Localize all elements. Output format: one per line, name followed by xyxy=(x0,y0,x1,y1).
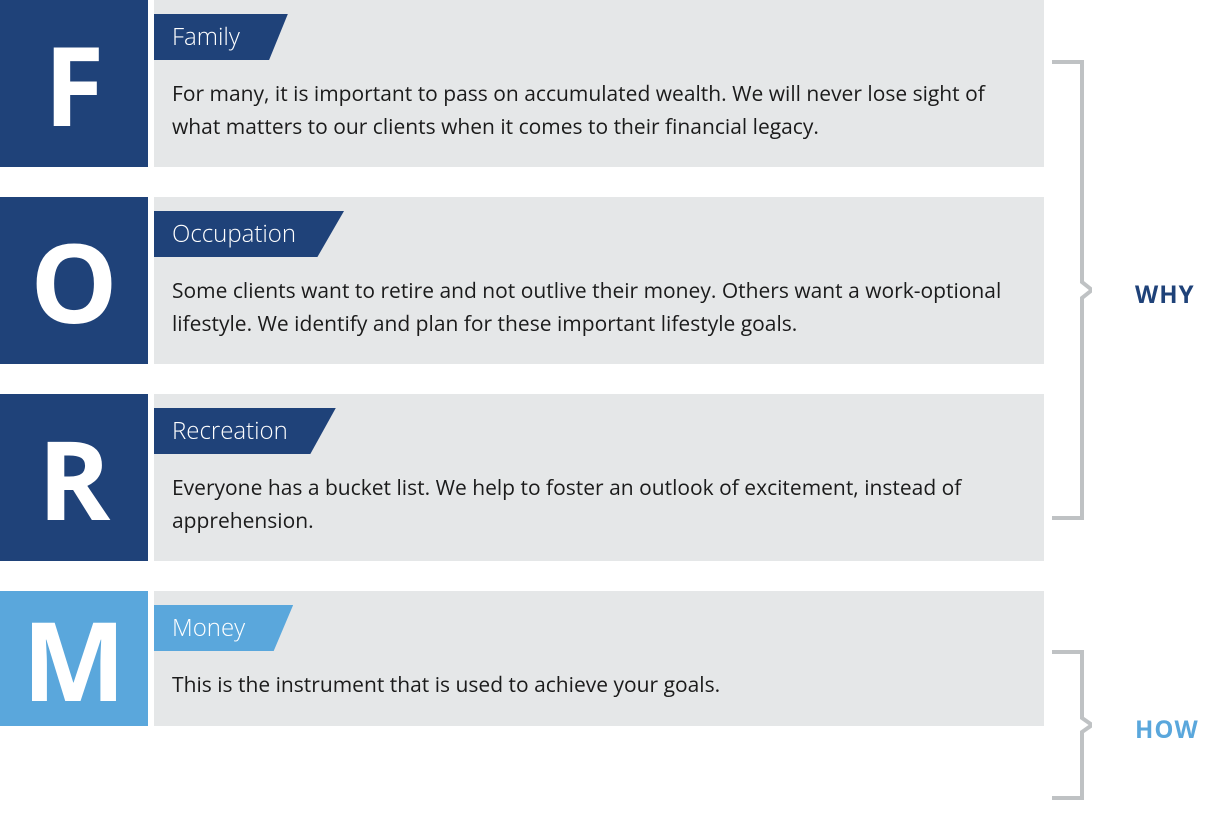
content-occupation: Occupation Some clients want to retire an… xyxy=(154,197,1044,364)
letter-block-f: F xyxy=(0,0,148,167)
letter-block-m: M xyxy=(0,591,148,726)
label-why: WHY xyxy=(1135,278,1195,311)
row-money: M Money This is the instrument that is use… xyxy=(0,591,1214,726)
ribbon-occupation: Occupation xyxy=(154,211,344,257)
description-money: This is the instrument that is used to a… xyxy=(154,669,1044,702)
content-recreation: Recreation Everyone has a bucket list. We… xyxy=(154,394,1044,561)
label-how: HOW xyxy=(1135,713,1199,746)
row-occupation: O Occupation Some clients want to retire a… xyxy=(0,197,1214,364)
ribbon-recreation: Recreation xyxy=(154,408,336,454)
ribbon-label-money: Money xyxy=(172,611,245,644)
row-family: F Family For many, it is important to pass… xyxy=(0,0,1214,167)
row-recreation: R Recreation Everyone has a bucket list. W… xyxy=(0,394,1214,561)
letter-f: F xyxy=(44,29,104,139)
letter-block-o: O xyxy=(0,197,148,364)
ribbon-label-recreation: Recreation xyxy=(172,414,288,447)
letter-block-r: R xyxy=(0,394,148,561)
letter-m: M xyxy=(22,604,126,714)
ribbon-label-family: Family xyxy=(172,20,240,53)
ribbon-family: Family xyxy=(154,14,288,60)
content-family: Family For many, it is important to pass … xyxy=(154,0,1044,167)
form-infographic: F Family For many, it is important to pass… xyxy=(0,0,1214,726)
description-occupation: Some clients want to retire and not outl… xyxy=(154,275,1044,340)
letter-o: O xyxy=(30,226,118,336)
description-family: For many, it is important to pass on acc… xyxy=(154,78,1044,143)
content-money: Money This is the instrument that is used… xyxy=(154,591,1044,726)
ribbon-label-occupation: Occupation xyxy=(172,217,296,250)
ribbon-money: Money xyxy=(154,605,293,651)
letter-r: R xyxy=(38,423,111,533)
description-recreation: Everyone has a bucket list. We help to f… xyxy=(154,472,1044,537)
